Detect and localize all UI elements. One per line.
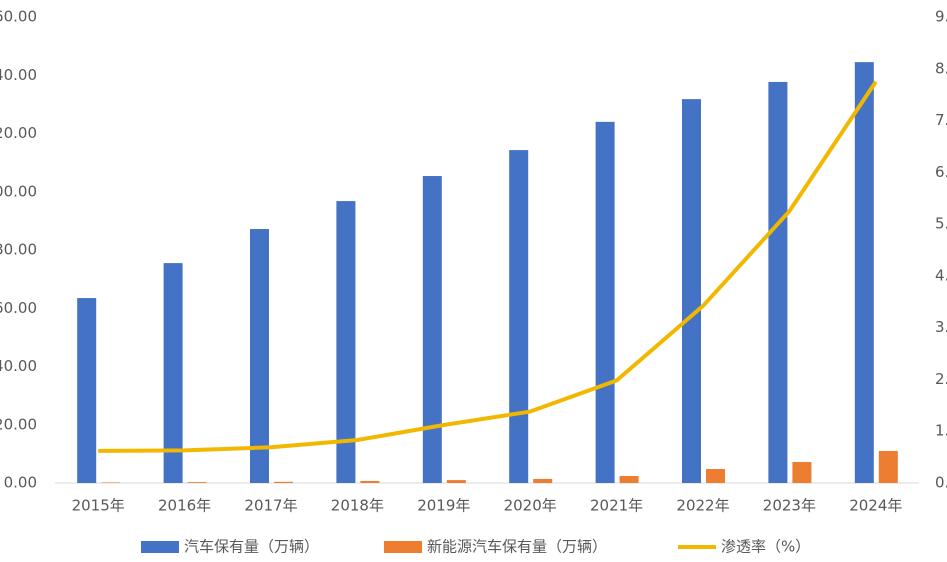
y-tick-label: 100.00 (0, 182, 37, 200)
bar (250, 229, 269, 483)
y-tick-label: 160.00 (0, 8, 37, 26)
bar (792, 462, 812, 483)
bar (422, 176, 442, 483)
bar (446, 480, 466, 483)
bar (682, 99, 701, 483)
y2-tick-label: 8.00 (935, 59, 947, 77)
y2-tick-label: 6.00 (935, 163, 947, 181)
legend-label: 渗透率（%） (721, 538, 810, 556)
x-tick-label: 2020年 (504, 497, 557, 515)
bar (533, 478, 553, 483)
y2-tick-label: 7.00 (935, 111, 947, 129)
y2-tick-label: 4.00 (935, 266, 947, 284)
bar (336, 201, 356, 483)
y2-tick-label: 9.00 (935, 8, 947, 26)
bar (77, 298, 97, 483)
line (98, 80, 878, 453)
y2-tick-label: 5.00 (935, 215, 947, 233)
y-tick-label: 80.00 (0, 241, 37, 259)
bar (706, 469, 725, 483)
y-tick-label: 140.00 (0, 66, 37, 84)
bar (163, 263, 183, 483)
bar (878, 450, 898, 483)
y-tick-label: 60.00 (0, 299, 37, 317)
x-tick-label: 2021年 (590, 497, 643, 515)
x-tick-label: 2015年 (72, 497, 125, 515)
x-tick-label: 2018年 (331, 497, 384, 515)
bar (768, 81, 788, 483)
y-tick-label: 0.00 (4, 474, 37, 492)
bar (595, 121, 615, 483)
x-tick-label: 2017年 (244, 497, 297, 515)
y2-tick-label: 1.00 (935, 422, 947, 440)
y-tick-label: 120.00 (0, 124, 37, 142)
bar (101, 482, 121, 483)
y-tick-label: 20.00 (0, 415, 37, 433)
bar (854, 62, 874, 484)
legend-label: 汽车保有量（万辆） (184, 538, 319, 556)
bar (509, 150, 529, 483)
bar (187, 482, 207, 483)
x-tick-label: 2023年 (763, 497, 816, 515)
bar (619, 476, 639, 483)
legend-label: 新能源汽车保有量（万辆） (427, 538, 607, 556)
y2-tick-label: 2.00 (935, 370, 947, 388)
y-tick-label: 40.00 (0, 357, 37, 375)
x-tick-label: 2016年 (158, 497, 211, 515)
x-tick-label: 2022年 (676, 497, 729, 515)
y2-tick-label: 0.00 (935, 474, 947, 492)
x-tick-label: 2019年 (417, 497, 470, 515)
legend-swatch (141, 541, 179, 553)
x-tick-label: 2024年 (849, 497, 902, 515)
bar (274, 481, 293, 483)
bar (360, 480, 380, 483)
y2-tick-label: 3.00 (935, 318, 947, 336)
legend-swatch (384, 541, 422, 553)
